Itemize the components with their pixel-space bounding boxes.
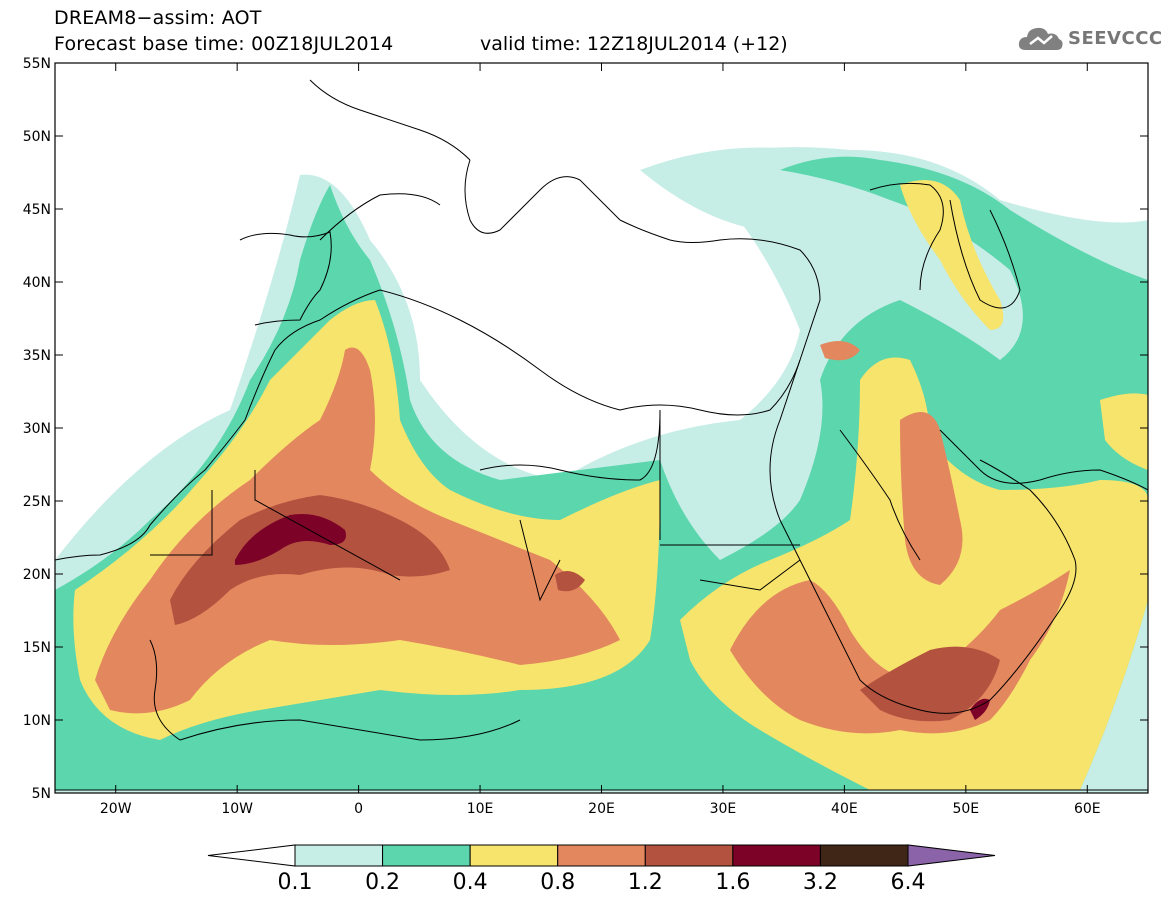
colorbar-tick-label: 0.2 bbox=[365, 870, 401, 895]
lon-label: 40E bbox=[831, 801, 858, 817]
colorbar-tick-label: 1.6 bbox=[715, 870, 751, 895]
colorbar-high-arrow bbox=[907, 844, 996, 867]
lat-label: 40N bbox=[23, 275, 51, 291]
lat-label: 45N bbox=[23, 202, 51, 218]
colorbar-low-arrow bbox=[207, 844, 296, 867]
lat-label: 15N bbox=[23, 640, 51, 656]
latitude-axis: 55N 50N 45N 40N 35N 30N 25N 20N 15N 10N 5N bbox=[23, 56, 1148, 802]
lat-label: 50N bbox=[23, 129, 51, 145]
lon-label: 10E bbox=[467, 801, 494, 817]
aot-field bbox=[55, 63, 1148, 793]
longitude-axis: 20W 10W 0 10E 20E 30E 40E 50E 60E bbox=[100, 63, 1101, 817]
colorbar-swatch bbox=[469, 844, 559, 867]
colorbar-swatch bbox=[819, 844, 909, 867]
colorbar-swatch bbox=[644, 844, 734, 867]
colorbar-tick-label: 6.4 bbox=[890, 870, 926, 895]
valid-time: valid time: 12Z18JUL2014 (+12) bbox=[480, 33, 788, 55]
forecast-base-time: Forecast base time: 00Z18JUL2014 bbox=[54, 33, 394, 55]
colorbar-swatch bbox=[557, 844, 646, 867]
lat-label: 10N bbox=[23, 713, 51, 729]
colorbar-swatch bbox=[294, 844, 384, 867]
lon-label: 30E bbox=[710, 801, 737, 817]
lon-label: 10W bbox=[221, 801, 253, 817]
logo-text: SEEVCCC bbox=[1068, 28, 1163, 49]
lat-label: 25N bbox=[23, 494, 51, 510]
lon-label: 0 bbox=[354, 801, 363, 817]
colorbar bbox=[207, 844, 996, 867]
colorbar-tick-label: 1.2 bbox=[627, 870, 663, 895]
lat-label: 35N bbox=[23, 348, 51, 364]
seevccc-logo: SEEVCCC bbox=[1018, 24, 1162, 54]
colorbar-swatch bbox=[732, 844, 821, 867]
lat-label: 20N bbox=[23, 567, 51, 583]
coastlines bbox=[55, 79, 1148, 791]
lat-label: 55N bbox=[23, 56, 51, 72]
colorbar-tick-label: 0.1 bbox=[277, 870, 313, 895]
colorbar-tick-label: 0.8 bbox=[540, 870, 576, 895]
colorbar-swatch bbox=[382, 844, 471, 867]
lon-label: 50E bbox=[952, 801, 979, 817]
lat-label: 30N bbox=[23, 421, 51, 437]
lon-label: 60E bbox=[1074, 801, 1101, 817]
lat-label: 5N bbox=[32, 786, 51, 802]
lon-label: 20E bbox=[588, 801, 615, 817]
map-title: DREAM8−assim: AOT bbox=[54, 7, 262, 29]
lon-label: 20W bbox=[100, 801, 132, 817]
cloud-logo-icon bbox=[1018, 27, 1063, 50]
colorbar-tick-label: 3.2 bbox=[802, 870, 838, 895]
colorbar-tick-label: 0.4 bbox=[452, 870, 488, 895]
